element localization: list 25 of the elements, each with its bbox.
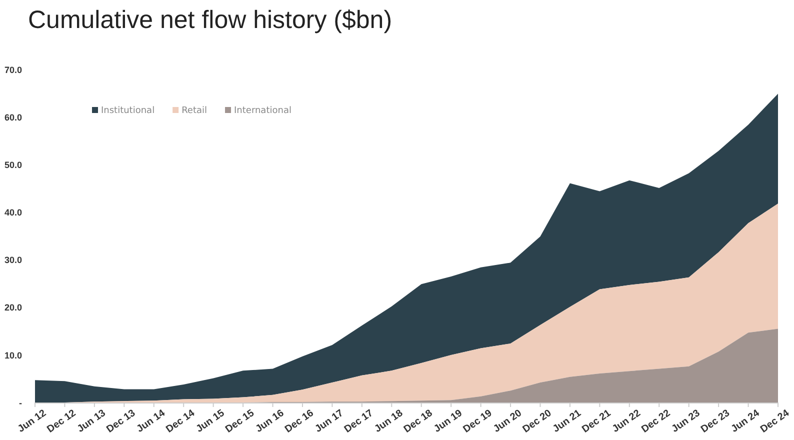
legend-label: Institutional (101, 106, 155, 116)
x-tick-label: Dec 20 (520, 408, 554, 436)
y-tick-label: 70.0 (4, 64, 22, 75)
x-tick-label: Dec 19 (461, 408, 495, 436)
legend-label: Retail (182, 106, 208, 116)
y-tick-label: 50.0 (4, 160, 22, 170)
x-tick-label: Dec 18 (402, 408, 436, 436)
y-tick-label: 30.0 (4, 255, 22, 266)
x-tick-label: Dec 24 (758, 408, 792, 436)
legend-label: International (234, 106, 292, 116)
y-tick-label: - (19, 398, 22, 408)
x-tick-label: Dec 12 (45, 408, 78, 436)
y-tick-label: 60.0 (4, 112, 22, 122)
y-tick-label: 20.0 (4, 302, 22, 313)
chart-title: Cumulative net flow history ($bn) (28, 6, 392, 34)
x-tick-label: Dec 15 (224, 408, 257, 436)
x-tick-label: Dec 22 (640, 408, 673, 436)
x-tick-label: Dec 23 (699, 408, 732, 436)
y-tick-label: 40.0 (4, 208, 22, 218)
x-tick-label: Dec 17 (342, 408, 376, 436)
x-tick-label: Dec 14 (164, 408, 198, 436)
x-tick-label: Dec 13 (104, 408, 138, 436)
y-tick-label: 10.0 (4, 350, 22, 360)
x-tick-label: Dec 16 (283, 408, 316, 436)
x-tick-label: Dec 21 (580, 408, 614, 436)
